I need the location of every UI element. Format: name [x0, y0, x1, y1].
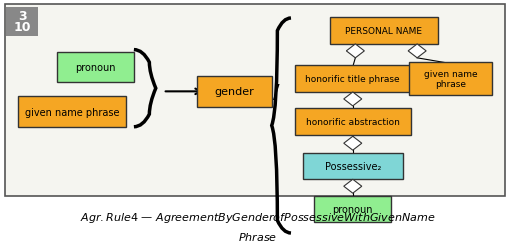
Text: pronoun: pronoun [75, 63, 115, 73]
FancyBboxPatch shape [197, 76, 272, 108]
Text: Possessive₂: Possessive₂ [324, 161, 381, 171]
FancyBboxPatch shape [295, 66, 410, 92]
FancyBboxPatch shape [303, 153, 403, 179]
Text: gender: gender [214, 87, 254, 97]
Text: given name
phrase: given name phrase [424, 70, 477, 89]
FancyBboxPatch shape [314, 196, 391, 222]
Text: /: / [273, 82, 279, 102]
Polygon shape [346, 45, 364, 58]
FancyBboxPatch shape [295, 109, 410, 136]
FancyBboxPatch shape [409, 63, 492, 96]
Text: given name phrase: given name phrase [25, 107, 119, 117]
Text: pronoun: pronoun [333, 204, 373, 214]
Text: $\it{Agr. Rule 4}$ — $\it{Agreement By Gender of Possessive With Given Name}$: $\it{Agr. Rule 4}$ — $\it{Agreement By G… [80, 210, 435, 224]
FancyBboxPatch shape [330, 18, 438, 45]
Text: 10: 10 [13, 20, 31, 34]
FancyBboxPatch shape [57, 53, 134, 83]
Text: honorific abstraction: honorific abstraction [306, 118, 400, 127]
Text: $\it{Phrase}$: $\it{Phrase}$ [238, 230, 277, 242]
Polygon shape [408, 45, 426, 58]
Polygon shape [344, 93, 362, 107]
FancyBboxPatch shape [18, 97, 126, 127]
Text: honorific title phrase: honorific title phrase [305, 75, 400, 84]
Polygon shape [344, 179, 362, 194]
Polygon shape [344, 137, 362, 151]
Text: PERSONAL NAME: PERSONAL NAME [345, 27, 422, 36]
Text: 3: 3 [18, 10, 26, 23]
